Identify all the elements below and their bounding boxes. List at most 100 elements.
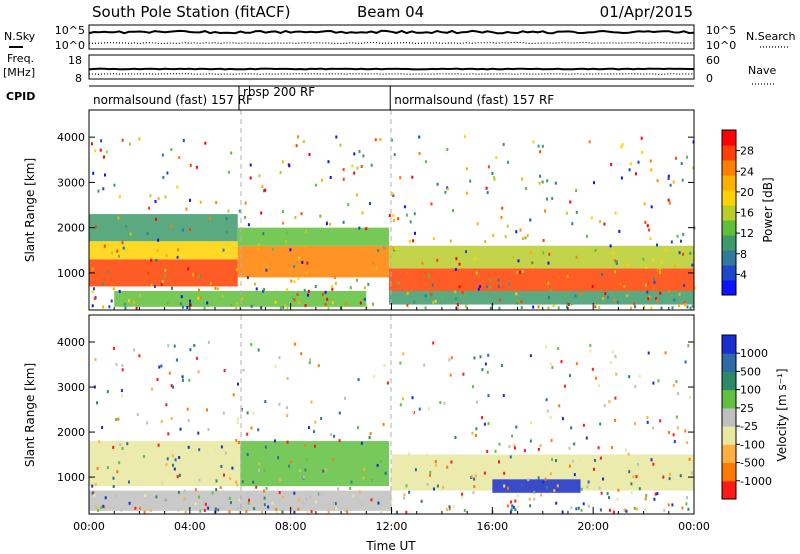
echo-cell bbox=[286, 440, 289, 444]
echo-cell bbox=[304, 468, 307, 472]
echo-cell bbox=[684, 303, 686, 307]
echo-cell bbox=[128, 480, 130, 484]
echo-cell bbox=[128, 501, 131, 505]
echo-cell bbox=[392, 246, 395, 250]
echo-cell bbox=[497, 285, 500, 289]
echo-cell bbox=[454, 290, 457, 294]
echo-cell bbox=[474, 474, 477, 478]
echo-cell bbox=[615, 261, 618, 265]
echo-cell bbox=[461, 291, 464, 294]
cpid-mode-label: normalsound (fast) 157 RF bbox=[93, 93, 253, 107]
heatmap-band bbox=[240, 441, 389, 487]
echo-cell bbox=[149, 508, 152, 512]
echo-cell bbox=[358, 490, 361, 494]
echo-cell bbox=[569, 200, 572, 204]
echo-cell bbox=[129, 232, 132, 236]
echo-cell bbox=[464, 304, 467, 308]
echo-cell bbox=[129, 142, 131, 146]
echo-cell bbox=[300, 212, 303, 216]
echo-cell bbox=[249, 163, 252, 167]
echo-cell bbox=[379, 138, 382, 141]
echo-cell bbox=[574, 294, 577, 298]
echo-cell bbox=[560, 360, 563, 364]
echo-cell bbox=[582, 423, 585, 427]
echo-cell bbox=[230, 501, 232, 505]
echo-cell bbox=[362, 154, 365, 158]
cpid-label: CPID bbox=[6, 90, 35, 103]
echo-cell bbox=[207, 506, 210, 510]
heatmap-band bbox=[237, 245, 389, 278]
echo-cell bbox=[314, 285, 317, 288]
echo-cell bbox=[609, 508, 611, 512]
echo-cell bbox=[338, 439, 341, 443]
echo-cell bbox=[478, 275, 481, 279]
heatmap-band bbox=[114, 290, 367, 307]
echo-cell bbox=[486, 370, 489, 374]
echo-cell bbox=[621, 143, 624, 147]
echo-cell bbox=[96, 466, 99, 470]
echo-cell bbox=[624, 508, 626, 512]
echo-cell bbox=[473, 485, 476, 489]
colorbar-segment bbox=[722, 426, 736, 445]
echo-cell bbox=[485, 186, 488, 190]
echo-cell bbox=[686, 155, 688, 159]
echo-cell bbox=[334, 502, 337, 505]
echo-cell bbox=[521, 270, 524, 273]
echo-cell bbox=[204, 502, 207, 506]
echo-cell bbox=[356, 166, 359, 170]
echo-cell bbox=[380, 509, 383, 513]
echo-cell bbox=[650, 168, 653, 172]
echo-cell bbox=[164, 497, 167, 501]
echo-cell bbox=[106, 466, 109, 470]
echo-cell bbox=[198, 448, 201, 452]
echo-cell bbox=[321, 178, 323, 182]
echo-cell bbox=[279, 478, 282, 482]
echo-cell bbox=[120, 508, 123, 512]
echo-cell bbox=[303, 288, 306, 292]
echo-cell bbox=[186, 407, 189, 411]
colorbar-segment bbox=[722, 389, 736, 409]
echo-cell bbox=[597, 446, 600, 450]
echo-cell bbox=[176, 255, 179, 259]
echo-cell bbox=[587, 480, 590, 484]
x-axis-label: Time UT bbox=[365, 539, 416, 553]
echo-cell bbox=[304, 304, 307, 308]
echo-cell bbox=[246, 411, 249, 415]
y-tick-label: 1000 bbox=[57, 471, 85, 484]
echo-cell bbox=[418, 152, 421, 155]
echo-cell bbox=[112, 347, 115, 350]
echo-cell bbox=[309, 358, 312, 362]
echo-cell bbox=[263, 468, 266, 472]
echo-cell bbox=[302, 140, 305, 144]
echo-cell bbox=[473, 356, 476, 360]
echo-cell bbox=[566, 274, 569, 278]
x-tick-label: 00:00 bbox=[73, 520, 105, 533]
echo-cell bbox=[479, 284, 482, 288]
echo-cell bbox=[295, 144, 298, 148]
echo-cell bbox=[227, 170, 230, 174]
echo-cell bbox=[428, 407, 430, 411]
echo-cell bbox=[189, 228, 191, 232]
echo-cell bbox=[170, 148, 173, 152]
echo-cell bbox=[168, 472, 171, 476]
echo-cell bbox=[329, 433, 332, 437]
echo-cell bbox=[687, 344, 690, 348]
echo-cell bbox=[552, 304, 555, 307]
echo-cell bbox=[382, 422, 385, 426]
echo-cell bbox=[146, 231, 149, 235]
echo-cell bbox=[555, 459, 557, 463]
echo-cell bbox=[677, 304, 680, 308]
echo-cell bbox=[682, 232, 685, 236]
echo-cell bbox=[338, 411, 341, 415]
echo-cell bbox=[630, 482, 633, 486]
echo-cell bbox=[532, 305, 535, 309]
echo-cell bbox=[566, 301, 569, 305]
echo-cell bbox=[97, 189, 100, 193]
echo-cell bbox=[185, 207, 188, 211]
echo-cell bbox=[215, 479, 218, 483]
echo-cell bbox=[258, 462, 261, 466]
echo-cell bbox=[685, 502, 688, 506]
echo-cell bbox=[396, 510, 398, 514]
echo-cell bbox=[406, 303, 409, 307]
